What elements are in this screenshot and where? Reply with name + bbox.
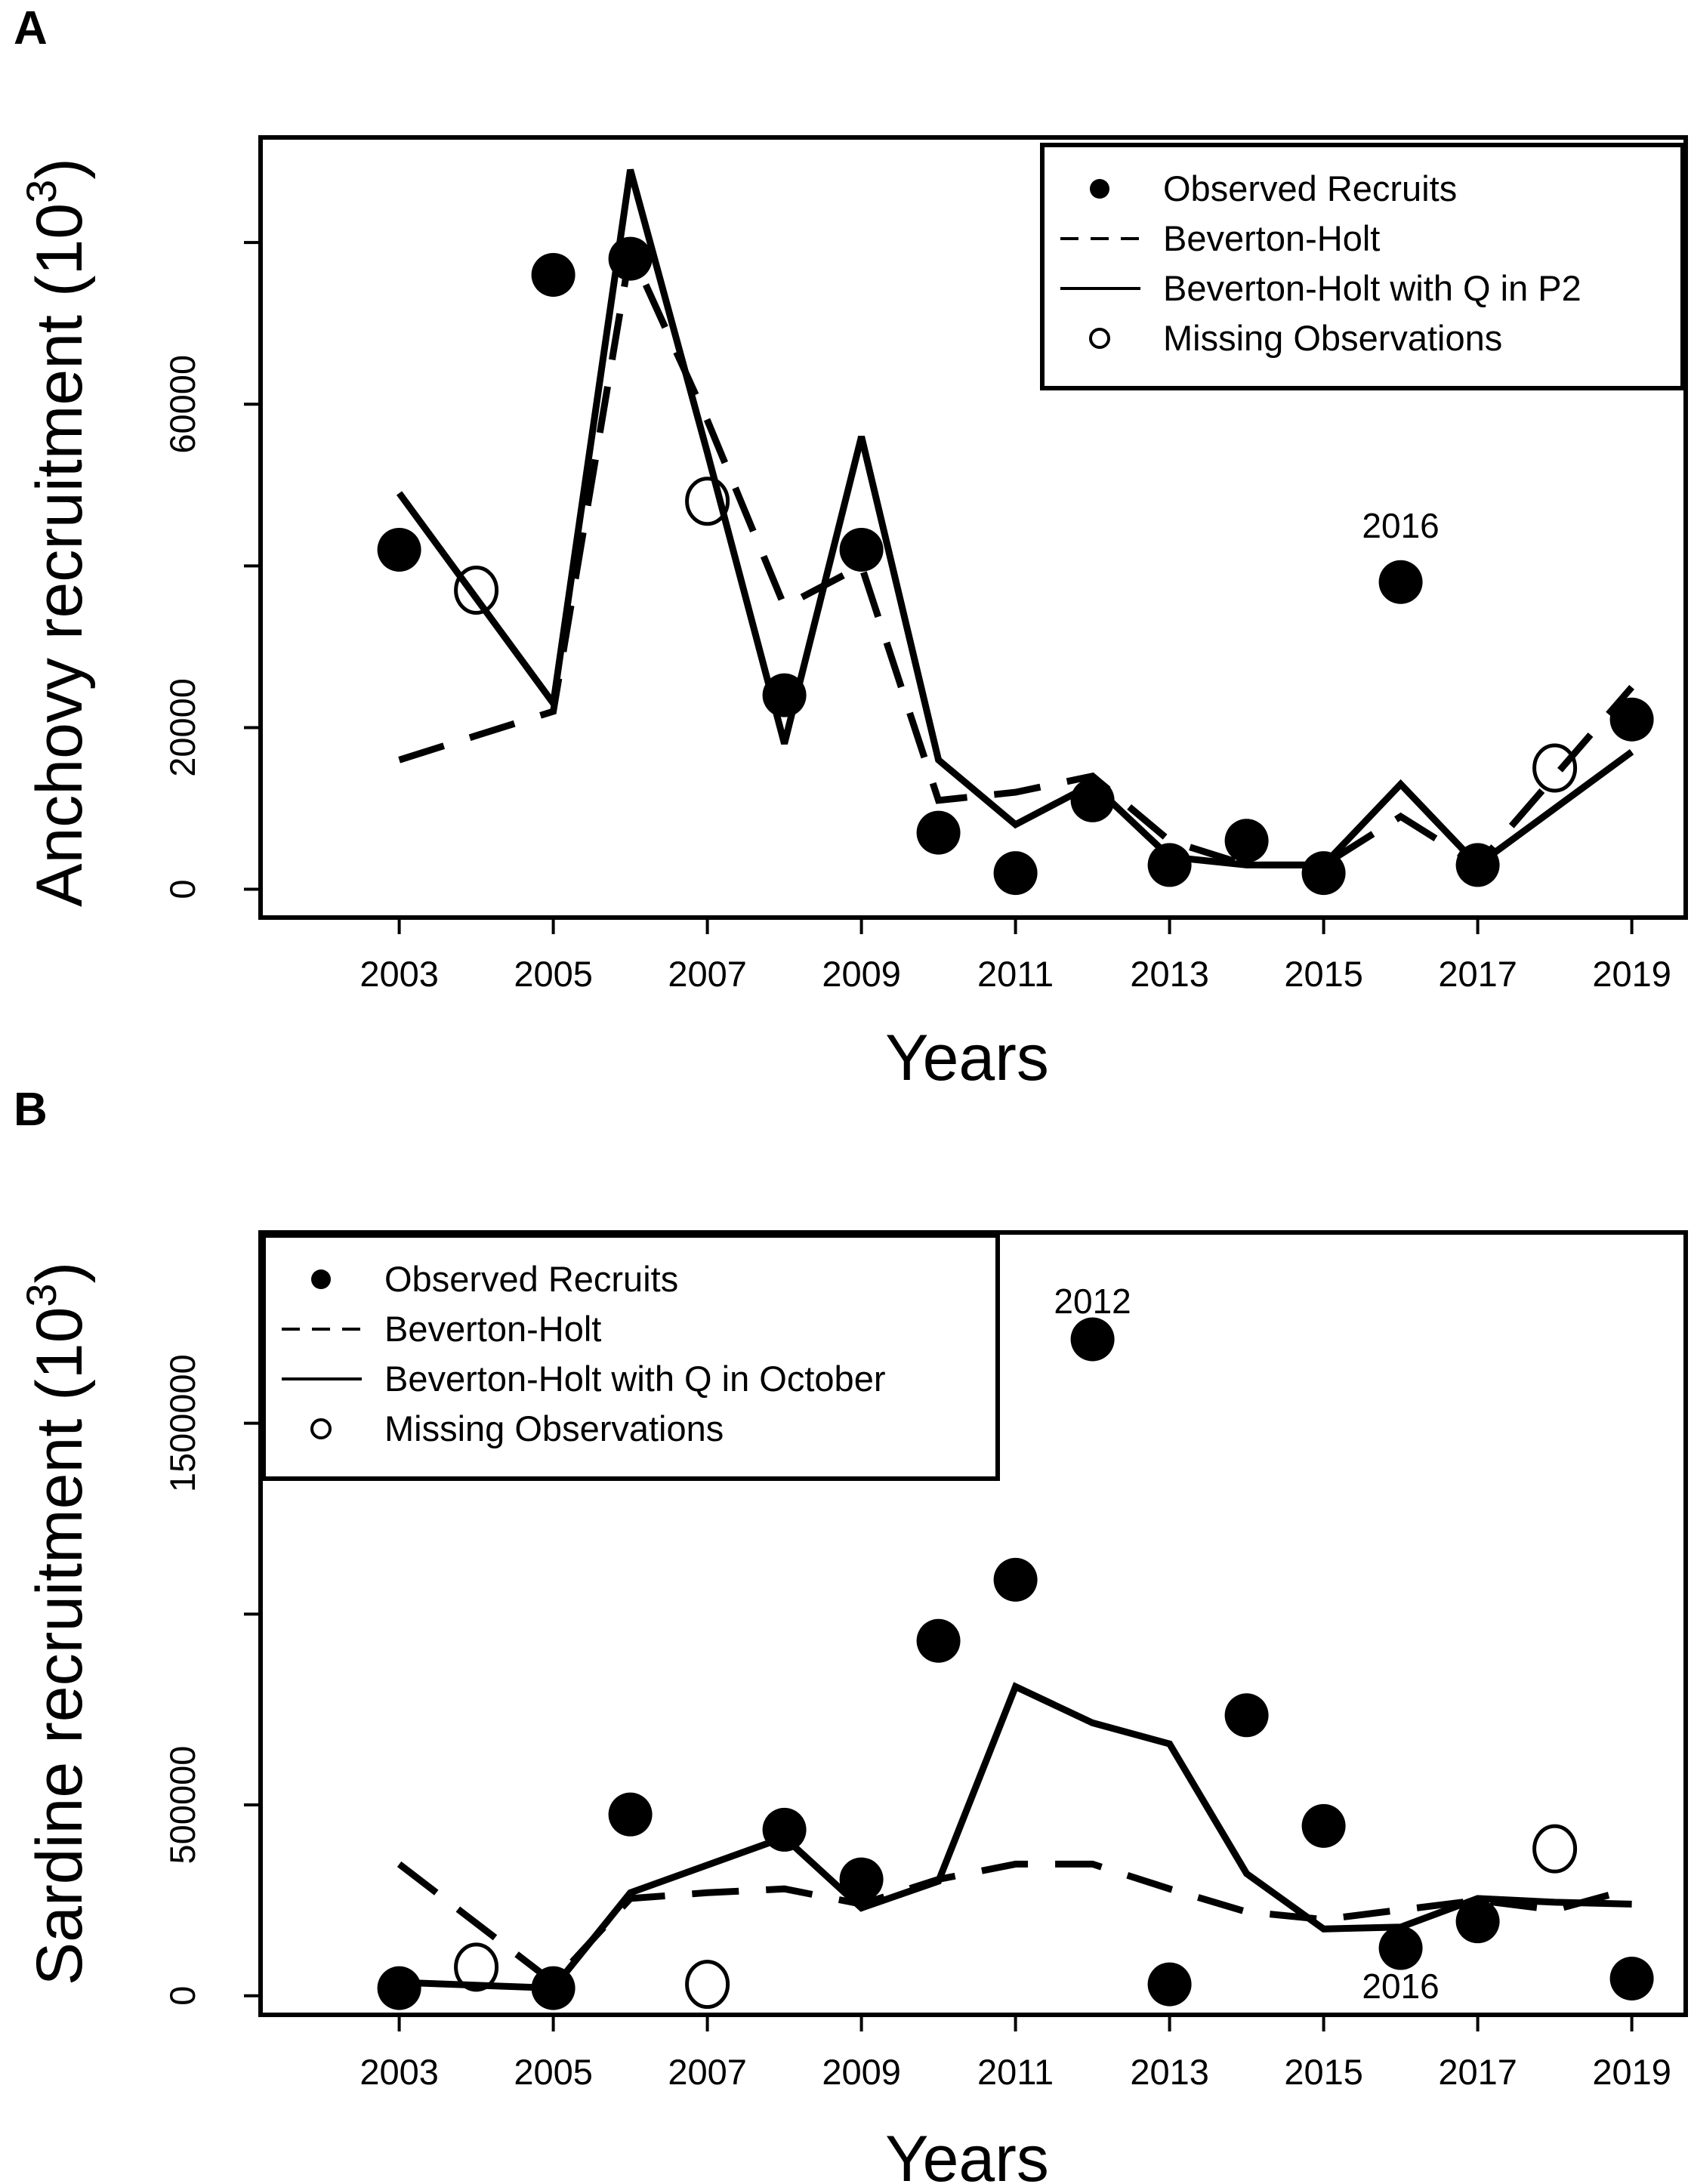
observed-point xyxy=(377,527,421,572)
observed-point xyxy=(531,252,575,297)
legend-symbol-observed xyxy=(1090,179,1109,199)
x-tick-label: 2017 xyxy=(1438,954,1517,994)
annotation-label: 2016 xyxy=(1362,1967,1439,2006)
observed-point xyxy=(1455,843,1500,887)
observed-point xyxy=(1070,1317,1115,1362)
x-tick-label: 2007 xyxy=(668,954,747,994)
x-tick-label: 2017 xyxy=(1438,2052,1517,2092)
legend-entry-label: Missing Observations xyxy=(384,1408,724,1448)
observed-point xyxy=(608,236,653,281)
observed-point xyxy=(839,527,884,572)
legend-entry-label: Missing Observations xyxy=(1163,318,1502,358)
legend-entry-label: Beverton-Holt xyxy=(1163,218,1380,258)
annotation-label: 2012 xyxy=(1054,1282,1131,1321)
observed-point xyxy=(916,1618,961,1663)
panel-a: A 0 20000 60000 2003 2005 2007 2009 2011 2013 2015… xyxy=(14,2,1688,1094)
missing-point xyxy=(1532,1824,1578,1874)
observed-point xyxy=(1147,843,1192,887)
legend-box xyxy=(261,1233,1000,1481)
x-tick-label: 2015 xyxy=(1284,954,1363,994)
observed-point xyxy=(1070,778,1115,822)
y-axis-title: Anchovy recruitment (103) xyxy=(17,158,96,907)
x-tick-label: 2005 xyxy=(514,2052,593,2092)
observed-point xyxy=(993,1557,1038,1602)
missing-point xyxy=(1532,743,1578,793)
legend-entry-label: Beverton-Holt with Q in October xyxy=(384,1359,886,1399)
missing-point xyxy=(454,1942,499,1992)
legend-entry-label: Beverton-Holt xyxy=(384,1309,601,1349)
panel-b: B 0 500000 1500000 2003 2005 2007 2009 2011 2013 2… xyxy=(14,1084,1688,2184)
observed-point xyxy=(1147,1962,1192,2007)
legend-entry-label: Observed Recruits xyxy=(1163,168,1457,208)
x-tick-label: 2015 xyxy=(1284,2052,1363,2092)
x-tick-label: 2003 xyxy=(359,954,439,994)
observed-point xyxy=(762,673,807,717)
observed-point xyxy=(1378,1926,1423,1970)
y-tick-label: 1500000 xyxy=(162,1354,202,1492)
legend-symbol-missing xyxy=(1089,328,1110,349)
y-axis-title-superscript: 3 xyxy=(17,180,65,203)
x-axis-title: Years xyxy=(885,1022,1049,1094)
y-tick-label: 60000 xyxy=(162,355,202,454)
observed-point xyxy=(1378,560,1423,604)
observed-point xyxy=(1455,1899,1500,1944)
panel-letter: A xyxy=(14,2,48,54)
y-tick-label: 500000 xyxy=(162,1746,202,1865)
x-tick-label: 2005 xyxy=(514,954,593,994)
x-tick-label: 2011 xyxy=(977,954,1054,994)
x-axis-title: Years xyxy=(885,2123,1049,2184)
missing-point xyxy=(454,565,499,615)
y-axis-title: Sardine recruitment (103) xyxy=(17,1262,96,1985)
observed-point xyxy=(608,1792,653,1837)
series-line-beverton-holt xyxy=(397,1860,1633,1988)
observed-point xyxy=(531,1966,575,2010)
x-tick-label: 2011 xyxy=(977,2052,1054,2092)
observed-point xyxy=(1301,851,1346,896)
observed-point xyxy=(839,1857,884,1902)
legend-entry-label: Beverton-Holt with Q in P2 xyxy=(1163,268,1581,308)
x-tick-label: 2013 xyxy=(1130,954,1209,994)
series-line-beverton-holt-q xyxy=(396,168,1634,870)
x-tick-label: 2013 xyxy=(1130,2052,1209,2092)
observed-point xyxy=(993,851,1038,896)
legend-box xyxy=(1040,143,1685,390)
x-tick-label: 2003 xyxy=(359,2052,439,2092)
y-tick-label: 20000 xyxy=(162,678,202,777)
x-tick-label: 2009 xyxy=(822,954,901,994)
series-line-beverton-holt-q xyxy=(399,1682,1632,1992)
y-tick-label: 0 xyxy=(162,879,202,899)
observed-point xyxy=(1609,1956,1654,2000)
observed-point xyxy=(1224,819,1269,863)
x-tick-label: 2007 xyxy=(668,2052,747,2092)
observed-point xyxy=(916,810,961,855)
x-tick-label: 2019 xyxy=(1592,2052,1671,2092)
missing-point xyxy=(685,477,730,526)
plot-frame xyxy=(258,1230,1688,2017)
observed-point xyxy=(1301,1803,1346,1848)
legend-symbol-observed xyxy=(311,1269,331,1289)
y-axis-title-superscript: 3 xyxy=(17,1283,65,1306)
series-line-beverton-holt xyxy=(398,239,1635,870)
y-axis-title-main: Sardine recruitment (10 xyxy=(23,1307,96,1986)
observed-point xyxy=(762,1807,807,1852)
missing-point xyxy=(685,1960,730,2010)
y-axis-title-close: ) xyxy=(23,158,96,180)
observed-point xyxy=(1609,697,1654,742)
observed-point xyxy=(377,1966,421,2010)
x-tick-label: 2019 xyxy=(1592,954,1671,994)
annotation-label: 2016 xyxy=(1362,506,1439,545)
panel-letter: B xyxy=(14,1084,48,1136)
legend-symbol-missing xyxy=(310,1418,332,1439)
y-axis-title-close: ) xyxy=(23,1262,96,1284)
y-axis-title-main: Anchovy recruitment (10 xyxy=(23,203,96,907)
x-tick-label: 2009 xyxy=(822,2052,901,2092)
y-tick-label: 0 xyxy=(162,1986,202,2006)
legend-entry-label: Observed Recruits xyxy=(384,1259,678,1299)
plot-frame xyxy=(258,135,1688,920)
observed-point xyxy=(1224,1693,1269,1738)
